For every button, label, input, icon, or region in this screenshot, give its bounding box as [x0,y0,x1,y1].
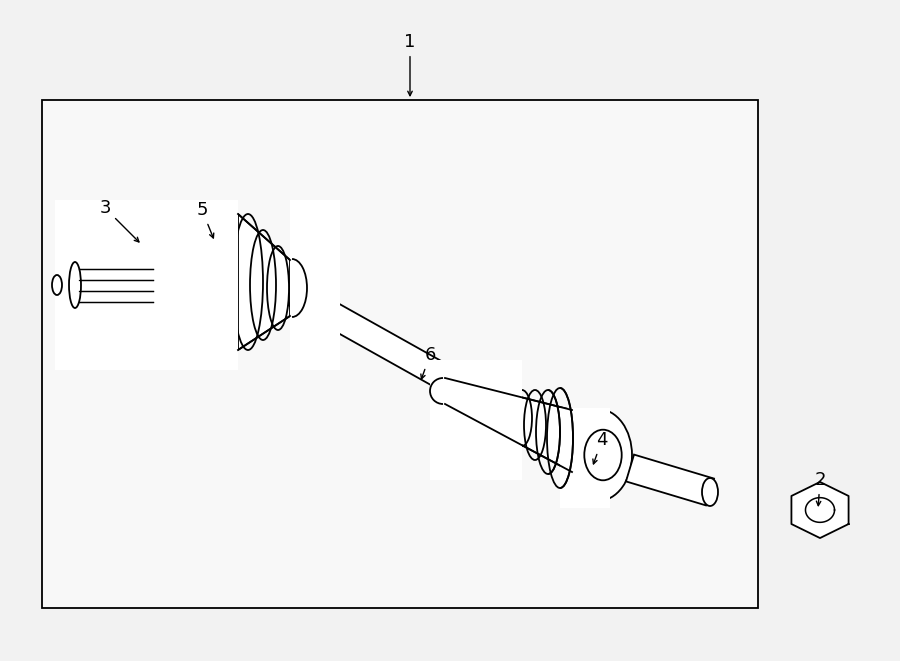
Text: 6: 6 [421,346,436,379]
Polygon shape [791,482,849,538]
Polygon shape [445,378,572,472]
Text: 5: 5 [196,201,214,238]
Bar [55,200,238,370]
Polygon shape [238,214,290,350]
Ellipse shape [702,478,718,506]
Bar [42,100,758,608]
Bar [430,360,522,480]
Text: 4: 4 [593,431,608,464]
Bar [290,200,340,370]
Text: 1: 1 [404,33,416,96]
Bar [560,408,610,508]
Bar [73,262,173,308]
Polygon shape [626,455,714,506]
Polygon shape [289,283,452,389]
Text: 3: 3 [99,199,139,242]
Ellipse shape [138,236,253,328]
Text: 2: 2 [814,471,826,506]
Ellipse shape [52,275,62,295]
Ellipse shape [69,262,81,308]
Bar [57,275,75,295]
Ellipse shape [564,409,632,501]
Polygon shape [75,262,155,308]
